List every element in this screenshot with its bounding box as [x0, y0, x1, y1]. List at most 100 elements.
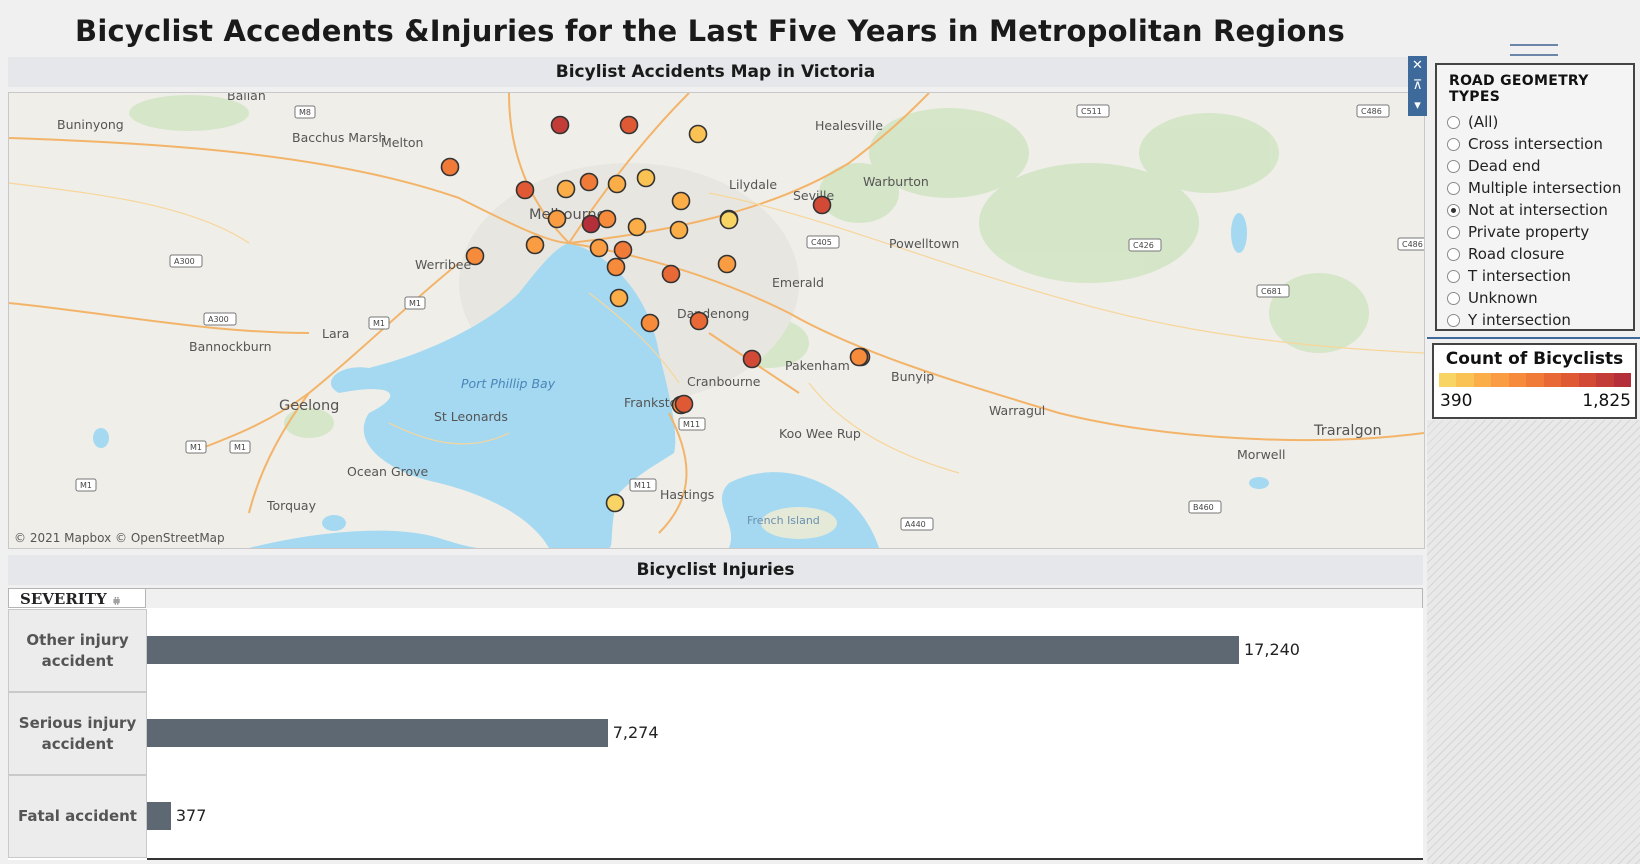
legend-ramp-step — [1508, 373, 1527, 387]
accident-point[interactable] — [636, 168, 656, 188]
accident-point[interactable] — [669, 220, 689, 240]
place-label: Geelong — [279, 398, 339, 414]
french-island-land — [761, 507, 837, 539]
accident-point[interactable] — [579, 172, 599, 192]
accident-point[interactable] — [525, 235, 545, 255]
accident-point[interactable] — [440, 157, 460, 177]
accident-point[interactable] — [515, 180, 535, 200]
map-points[interactable] — [440, 115, 871, 513]
row-label-other-injury: Other injury accident — [8, 609, 147, 692]
pin-icon[interactable]: ⊼ — [1412, 78, 1423, 93]
dashboard-title: Bicyclist Accedents &Injuries for the La… — [75, 14, 1345, 48]
row-label-serious-injury: Serious injury accident — [8, 692, 147, 775]
svg-text:C681: C681 — [1261, 287, 1282, 296]
bar-serious-injury[interactable] — [147, 719, 608, 747]
severity-header[interactable]: SEVERITY ⩷ — [8, 588, 146, 608]
dropdown-arrow-icon[interactable]: ▾ — [1414, 98, 1421, 113]
filter-option[interactable]: Cross intersection — [1437, 133, 1633, 155]
accident-point[interactable] — [812, 195, 832, 215]
svg-text:C486: C486 — [1402, 240, 1423, 249]
place-label: Ballan — [227, 93, 266, 103]
accident-point[interactable] — [465, 246, 485, 266]
accident-point[interactable] — [589, 238, 609, 258]
filter-option-label: Dead end — [1468, 157, 1541, 175]
place-label: Werribee — [415, 257, 471, 272]
filter-option[interactable]: T intersection — [1437, 265, 1633, 287]
accident-point[interactable] — [607, 174, 627, 194]
place-label: Warragul — [989, 403, 1045, 418]
place-label: Morwell — [1237, 447, 1285, 462]
radio-button[interactable] — [1447, 225, 1460, 239]
svg-text:A300: A300 — [208, 315, 229, 324]
accident-point[interactable] — [717, 254, 737, 274]
place-label: St Leonards — [434, 409, 508, 424]
svg-text:M11: M11 — [634, 481, 651, 490]
radio-button[interactable] — [1447, 247, 1460, 261]
accident-point[interactable] — [719, 210, 739, 230]
accident-point[interactable] — [550, 115, 570, 135]
close-icon[interactable]: ✕ — [1412, 58, 1423, 73]
accident-point[interactable] — [742, 349, 762, 369]
sort-icon[interactable]: ⩷ — [112, 593, 121, 608]
radio-button[interactable] — [1447, 313, 1460, 327]
accident-point[interactable] — [671, 191, 691, 211]
place-label: Warburton — [863, 174, 929, 189]
radio-button[interactable] — [1447, 115, 1460, 129]
accident-point[interactable] — [640, 313, 660, 333]
radio-button[interactable] — [1447, 181, 1460, 195]
accident-point[interactable] — [849, 347, 869, 367]
legend-ramp-step — [1491, 373, 1509, 387]
filter-option[interactable]: Not at intersection — [1437, 199, 1633, 221]
filter-option-label: Unknown — [1468, 289, 1538, 307]
map-minor-roads — [9, 182, 1424, 474]
map-road-labels: M8 C511 C486 A300 M1 M1 A300 C405 C426 C486 C681 M1… — [75, 104, 1424, 531]
filter-toolbar: ✕ ⊼ ▾ — [1408, 56, 1427, 116]
radio-button[interactable] — [1447, 291, 1460, 305]
accident-point[interactable] — [605, 493, 625, 513]
svg-text:B460: B460 — [1193, 503, 1214, 512]
radio-button[interactable] — [1447, 159, 1460, 173]
road-shield: M1 — [75, 478, 97, 492]
accident-point[interactable] — [609, 288, 629, 308]
accident-point[interactable] — [597, 209, 617, 229]
legend-ramp-step — [1473, 373, 1492, 387]
road-shield: M1 — [404, 296, 426, 310]
accident-point[interactable] — [581, 214, 601, 234]
accident-point[interactable] — [674, 394, 694, 414]
filter-option[interactable]: (All) — [1437, 111, 1633, 133]
filter-option[interactable]: Y intersection — [1437, 309, 1633, 331]
legend-ramp-step — [1596, 373, 1614, 387]
radio-button[interactable] — [1447, 137, 1460, 151]
road-shield: M8 — [294, 105, 316, 119]
road-shield: C511 — [1076, 104, 1110, 118]
accident-point[interactable] — [661, 264, 681, 284]
accident-point[interactable] — [556, 179, 576, 199]
accident-point[interactable] — [606, 257, 626, 277]
accident-point[interactable] — [547, 209, 567, 229]
road-shield: M1 — [229, 440, 251, 454]
accidents-map[interactable]: Ballan Buninyong Bacchus Marsh Melton Heales… — [8, 92, 1425, 549]
accident-point[interactable] — [627, 217, 647, 237]
bar-axis-line — [147, 858, 1423, 860]
filter-option-label: (All) — [1468, 113, 1499, 131]
filter-option-label: T intersection — [1468, 267, 1571, 285]
radio-button[interactable] — [1447, 203, 1460, 217]
accident-point[interactable] — [619, 115, 639, 135]
place-label: Bannockburn — [189, 339, 272, 354]
radio-button[interactable] — [1447, 269, 1460, 283]
panel-grab-handle[interactable] — [1510, 44, 1558, 56]
filter-option[interactable]: Unknown — [1437, 287, 1633, 309]
bar-other-injury[interactable] — [147, 636, 1239, 664]
bar-value-other-injury: 17,240 — [1244, 640, 1300, 659]
legend-ramp-step — [1613, 373, 1631, 387]
filter-option[interactable]: Dead end — [1437, 155, 1633, 177]
place-label: Buninyong — [57, 117, 124, 132]
accident-point[interactable] — [689, 311, 709, 331]
filter-option[interactable]: Road closure — [1437, 243, 1633, 265]
accident-point[interactable] — [613, 240, 633, 260]
bar-fatal[interactable] — [147, 802, 171, 830]
filter-option[interactable]: Private property — [1437, 221, 1633, 243]
accident-point[interactable] — [688, 124, 708, 144]
filter-option[interactable]: Multiple intersection — [1437, 177, 1633, 199]
